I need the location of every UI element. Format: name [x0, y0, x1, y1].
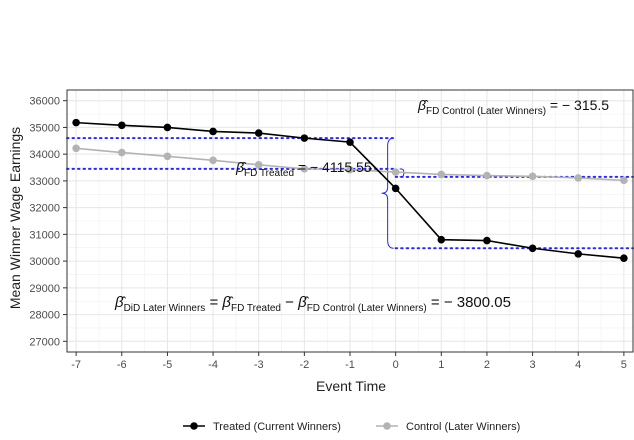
beta-hat: β̂ — [235, 159, 247, 175]
grid — [67, 90, 633, 352]
y-axis-title: Mean Winner Wage Earnings — [7, 127, 23, 309]
x-tick-label: -2 — [299, 359, 309, 371]
data-point — [209, 156, 217, 165]
legend-key-point — [383, 422, 391, 430]
x-tick-label: -1 — [345, 359, 355, 371]
annotation-did-equals: = — [205, 294, 222, 311]
data-point — [574, 250, 583, 258]
annotation-treated: β̂FD Treated = − 4115.55 — [235, 159, 372, 179]
data-point — [254, 129, 263, 137]
beta-hat: β̂ — [221, 294, 234, 311]
data-point — [620, 176, 628, 185]
x-tick-label: 1 — [438, 359, 444, 371]
data-point — [391, 168, 400, 176]
y-tick-label: 35000 — [29, 122, 60, 134]
data-point — [528, 172, 537, 181]
annotation-did-treated-subscript: FD Treated — [231, 303, 281, 314]
data-point — [300, 134, 309, 142]
beta-hat: β̂ — [417, 97, 429, 113]
y-tick-label: 33000 — [29, 176, 60, 188]
x-tick-label: -5 — [163, 359, 173, 371]
x-tick-label: 4 — [575, 359, 581, 371]
data-point — [72, 144, 80, 153]
data-point — [254, 161, 263, 169]
x-axis-title: Event Time — [316, 378, 386, 394]
y-tick-label: 36000 — [29, 96, 60, 108]
legend-key-point — [190, 422, 198, 430]
data-point — [346, 165, 354, 174]
x-tick-label: -6 — [117, 359, 127, 371]
annotation-did-value: = − 3800.05 — [427, 294, 511, 311]
x-tick-label: 3 — [530, 359, 536, 371]
annotation-control-value: = − 315.5 — [546, 97, 609, 113]
x-tick-label: -7 — [71, 359, 81, 371]
x-tick-label: 2 — [484, 359, 490, 371]
legend-label: Control (Later Winners) — [406, 421, 520, 433]
annotation-treated-subscript: FD Treated — [244, 168, 294, 179]
y-tick-label: 34000 — [29, 149, 60, 161]
y-tick-label: 30000 — [29, 256, 60, 268]
y-tick-label: 32000 — [29, 203, 60, 215]
data-point — [209, 127, 217, 136]
data-point — [346, 138, 354, 146]
x-tick-label: -3 — [254, 359, 264, 371]
data-point — [391, 184, 400, 193]
data-point — [528, 244, 537, 253]
legend: Treated (Current Winners) Control (Later … — [183, 421, 520, 433]
reference-lines — [66, 137, 634, 250]
data-point — [163, 123, 172, 132]
y-tick-label: 29000 — [29, 283, 60, 295]
data-point — [620, 254, 628, 262]
y-tick-label: 28000 — [29, 310, 60, 322]
series-layer — [72, 118, 628, 262]
annotation-control: β̂FD Control (Later Winners) = − 315.5 — [417, 97, 609, 117]
y-tick-label: 27000 — [29, 336, 60, 348]
annotation-treated-value: = − 4115.55 — [294, 159, 372, 175]
annotation-did-minus: − — [281, 294, 298, 311]
data-point — [574, 174, 583, 182]
data-point — [437, 170, 446, 179]
data-point — [72, 118, 80, 127]
y-tick-label: 31000 — [29, 229, 60, 241]
data-point — [117, 121, 126, 130]
axes: 27000 28000 29000 30000 31000 32000 33000 34000… — [29, 89, 634, 371]
data-point — [483, 236, 491, 245]
annotation-did-subscript: DiD Later Winners — [124, 303, 206, 314]
data-point — [300, 165, 309, 173]
data-point — [117, 148, 126, 157]
x-tick-label: 5 — [621, 359, 627, 371]
annotation-control-subscript: FD Control (Later Winners) — [426, 106, 546, 117]
data-point — [483, 171, 491, 180]
annotation-did: β̂DiD Later Winners = β̂FD Treated − β̂F… — [114, 294, 511, 314]
data-point — [437, 235, 446, 244]
beta-hat: β̂ — [297, 294, 310, 311]
annotation-did-control-subscript: FD Control (Later Winners) — [307, 303, 427, 314]
data-point — [163, 152, 172, 161]
beta-hat: β̂ — [114, 294, 127, 311]
x-tick-label: 0 — [393, 359, 399, 371]
x-tick-label: -4 — [208, 359, 218, 371]
legend-label: Treated (Current Winners) — [213, 421, 341, 433]
